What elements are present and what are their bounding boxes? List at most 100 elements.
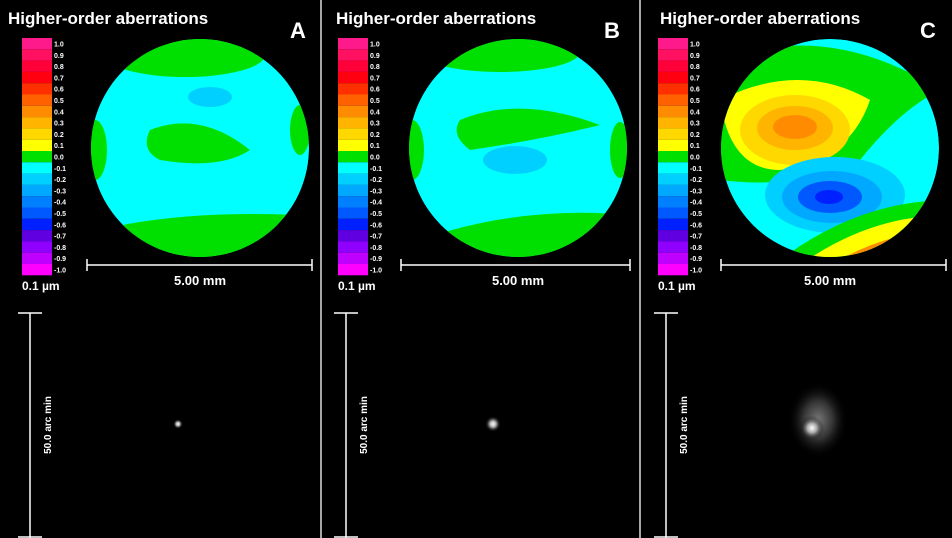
colorbar-label: -1.0: [690, 268, 702, 275]
color-swatch: [22, 174, 52, 185]
scale-label: 5.00 mm: [174, 273, 226, 288]
psf-scale-label: 50.0 arc min: [359, 396, 370, 454]
colorbar-label: -0.8: [370, 245, 382, 252]
colorbar-label: 0.8: [690, 64, 700, 71]
colorbar-label: -0.1: [370, 166, 382, 173]
color-swatch: [338, 49, 368, 60]
colorbar-label: -0.5: [54, 211, 66, 218]
color-swatch: [22, 208, 52, 219]
figure: Higher-order aberrationsA1.00.90.80.70.6…: [0, 0, 952, 538]
colorbar-label: -0.6: [54, 222, 66, 229]
colorbar-label: 1.0: [690, 42, 700, 49]
colorbar-label: 0.3: [54, 121, 64, 128]
color-swatch: [658, 140, 688, 151]
colorbar-label: 0.2: [690, 132, 700, 139]
colorbar-label: -0.6: [690, 222, 702, 229]
color-swatch: [22, 185, 52, 196]
colorbar-label: 1.0: [370, 42, 380, 49]
color-swatch: [22, 196, 52, 207]
colorbar-label: 0.3: [370, 121, 380, 128]
color-swatch: [658, 253, 688, 264]
colorbar-label: 0.5: [690, 98, 700, 105]
colorbar-label: 0.1: [370, 143, 380, 150]
colorbar-label: 0.0: [690, 155, 700, 162]
color-swatch: [338, 196, 368, 207]
panel-letter: B: [604, 18, 620, 43]
unit-label: 0.1 µm: [338, 279, 376, 293]
color-swatch: [658, 128, 688, 139]
color-swatch: [338, 253, 368, 264]
colorbar-label: 0.9: [370, 53, 380, 60]
color-swatch: [22, 95, 52, 106]
colorbar-label: -0.9: [54, 256, 66, 263]
color-swatch: [658, 264, 688, 275]
colorbar-label: -0.9: [690, 256, 702, 263]
colorbar-label: -0.5: [690, 211, 702, 218]
psf-scale-label: 50.0 arc min: [43, 396, 54, 454]
colorbar-label: 0.6: [54, 87, 64, 94]
colorbar-label: 0.0: [370, 155, 380, 162]
color-swatch: [338, 83, 368, 94]
colorbar-label: -0.3: [370, 188, 382, 195]
color-swatch: [658, 208, 688, 219]
color-swatch: [658, 185, 688, 196]
color-swatch: [658, 117, 688, 128]
color-swatch: [22, 253, 52, 264]
colorbar-label: -0.1: [54, 166, 66, 173]
color-swatch: [22, 83, 52, 94]
color-swatch: [658, 174, 688, 185]
color-swatch: [658, 38, 688, 49]
colorbar-label: 0.7: [54, 75, 64, 82]
colorbar-label: -0.3: [690, 188, 702, 195]
unit-label: 0.1 µm: [658, 279, 696, 293]
color-swatch: [338, 219, 368, 230]
color-swatch: [338, 230, 368, 241]
colorbar-label: -0.8: [54, 245, 66, 252]
color-swatch: [338, 185, 368, 196]
color-swatch: [338, 72, 368, 83]
colorbar-label: -0.4: [370, 200, 382, 207]
colorbar-label: -0.4: [690, 200, 702, 207]
psf: [173, 419, 183, 429]
colorbar-label: -0.7: [54, 234, 66, 241]
color-swatch: [658, 61, 688, 72]
unit-label: 0.1 µm: [22, 279, 60, 293]
colorbar-label: 0.0: [54, 155, 64, 162]
colorbar-label: 0.4: [370, 109, 380, 116]
color-swatch: [338, 140, 368, 151]
color-swatch: [658, 95, 688, 106]
colorbar-label: 0.1: [690, 143, 700, 150]
colorbar-label: 0.2: [54, 132, 64, 139]
color-swatch: [658, 219, 688, 230]
color-swatch: [338, 264, 368, 275]
psf: [800, 416, 824, 440]
color-swatch: [338, 95, 368, 106]
colorbar-label: 0.2: [370, 132, 380, 139]
color-swatch: [658, 72, 688, 83]
colorbar-label: -0.5: [370, 211, 382, 218]
colorbar-label: 0.4: [54, 109, 64, 116]
color-swatch: [338, 208, 368, 219]
psf-scale-label: 50.0 arc min: [679, 396, 690, 454]
color-swatch: [338, 151, 368, 162]
colorbar-label: 0.6: [690, 87, 700, 94]
color-swatch: [22, 264, 52, 275]
color-swatch: [22, 117, 52, 128]
color-swatch: [338, 61, 368, 72]
colorbar-label: 0.9: [690, 53, 700, 60]
colorbar-label: -0.2: [54, 177, 66, 184]
colorbar-label: -0.7: [690, 234, 702, 241]
panel-title: Higher-order aberrations: [8, 9, 208, 28]
color-swatch: [658, 151, 688, 162]
color-swatch: [22, 162, 52, 173]
scale-label: 5.00 mm: [804, 273, 856, 288]
colorbar-label: 0.1: [54, 143, 64, 150]
color-swatch: [22, 106, 52, 117]
color-swatch: [22, 38, 52, 49]
color-swatch: [22, 230, 52, 241]
color-swatch: [658, 241, 688, 252]
colorbar-label: 0.5: [370, 98, 380, 105]
colorbar-label: -0.9: [370, 256, 382, 263]
color-swatch: [22, 151, 52, 162]
colorbar-label: 0.6: [370, 87, 380, 94]
